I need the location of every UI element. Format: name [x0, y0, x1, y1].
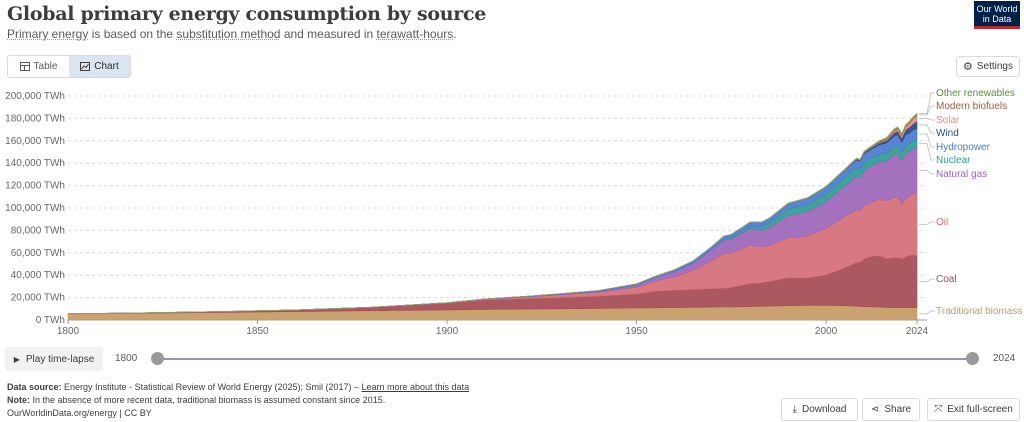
legend-label: Modern biofuels [936, 101, 1007, 112]
legend-label: Wind [936, 128, 959, 139]
primary-energy-link[interactable]: Primary energy [7, 27, 89, 41]
x-tick-label: 2000 [815, 326, 838, 337]
settings-button[interactable]: ⚙ Settings [955, 56, 1020, 77]
note-text: In the absence of more recent data, trad… [30, 395, 386, 405]
exit-fullscreen-icon: ⤧ [934, 404, 943, 415]
legend-connector [919, 310, 935, 315]
legend-connector [919, 278, 935, 282]
chart-footer: Data source: Energy Institute - Statisti… [7, 381, 469, 420]
start-handle[interactable] [151, 352, 164, 365]
legend-label: Coal [936, 274, 957, 285]
legend-connector [919, 143, 935, 161]
y-tick-label: 60,000 TWh [11, 248, 65, 259]
view-tabs: Table Chart [7, 55, 131, 78]
y-tick-label: 20,000 TWh [11, 293, 65, 304]
note: Note: In the absence of more recent data… [7, 394, 469, 407]
chart-subtitle: Primary energy is based on the substitut… [7, 27, 457, 41]
area-other-renewables [67, 112, 918, 314]
end-handle[interactable] [966, 352, 979, 365]
legend-label: Nuclear [936, 155, 971, 166]
tab-label: Table [33, 61, 58, 72]
data-source: Data source: Energy Institute - Statisti… [7, 381, 469, 394]
share-icon: ⋖ [870, 404, 880, 415]
x-tick-label: 2024 [906, 326, 929, 337]
x-tick-label: 1800 [57, 326, 80, 337]
legend-label: Solar [936, 115, 960, 126]
chart-title: Global primary energy consumption by sou… [7, 3, 487, 25]
table-icon [19, 62, 30, 71]
legend-label: Oil [936, 217, 948, 228]
tab-table[interactable]: Table [8, 56, 69, 77]
timeline-controls: ▶ Play time-lapse 1800 2024 [5, 347, 1019, 371]
play-timelapse-button[interactable]: ▶ Play time-lapse [5, 347, 103, 371]
substitution-method-link[interactable]: substitution method [176, 27, 281, 41]
start-year-label: 1800 [115, 353, 138, 364]
tab-label: Chart [94, 61, 119, 72]
x-tick-label: 1900 [436, 326, 459, 337]
y-tick-label: 100,000 TWh [5, 203, 65, 214]
legend-connector [919, 124, 935, 134]
legend-label: Natural gas [936, 169, 987, 180]
y-tick-label: 200,000 TWh [5, 91, 65, 102]
legend-label: Traditional biomass [936, 306, 1022, 317]
chart-icon [80, 62, 91, 71]
learn-more-link[interactable]: Learn more about this data [361, 382, 470, 392]
credit-link[interactable]: OurWorldinData.org/energy | CC BY [7, 408, 152, 418]
y-tick-label: 120,000 TWh [5, 181, 65, 192]
end-year-label: 2024 [993, 353, 1016, 364]
download-label: Download [801, 404, 847, 415]
source-text: Energy Institute - Statistical Review of… [61, 382, 362, 392]
play-label: Play time-lapse [25, 353, 95, 365]
owid-logo[interactable]: Our World in Data [974, 1, 1020, 29]
share-label: Share [884, 404, 912, 415]
note-label: Note: [7, 395, 30, 405]
subtitle-text: is based on the [88, 27, 177, 41]
fullscreen-label: Exit full-screen [947, 404, 1013, 415]
legend-connector [919, 221, 935, 225]
x-tick-label: 1950 [625, 326, 648, 337]
legend-label: Other renewables [936, 88, 1015, 99]
legend-connector [919, 105, 935, 116]
legend-connector [919, 170, 935, 175]
download-button[interactable]: ⤓ Download [781, 398, 858, 421]
y-tick-label: 0 TWh [36, 315, 65, 326]
download-icon: ⤓ [792, 404, 797, 415]
share-button[interactable]: ⋖ Share [862, 398, 920, 421]
terawatt-hours-link[interactable]: terawatt-hours [376, 27, 454, 41]
legend-connector [919, 133, 935, 148]
legend-label: Hydropower [936, 142, 991, 153]
gear-icon: ⚙ [962, 61, 973, 73]
y-tick-label: 140,000 TWh [5, 158, 65, 169]
settings-label: Settings [976, 61, 1013, 72]
source-label: Data source: [7, 382, 62, 392]
legend-connector [919, 92, 935, 115]
y-tick-label: 80,000 TWh [11, 225, 65, 236]
timeline-track[interactable] [157, 358, 974, 360]
subtitle-text: . [453, 27, 457, 41]
x-tick-label: 1850 [246, 326, 269, 337]
tab-chart[interactable]: Chart [69, 56, 130, 77]
y-tick-label: 180,000 TWh [5, 113, 65, 124]
legend-connector [919, 118, 935, 121]
stacked-area-chart: 0 TWh 20,000 TWh 40,000 TWh 60,000 TWh 80,00… [5, 88, 1022, 337]
logo-line: Our World [976, 4, 1018, 14]
y-tick-label: 40,000 TWh [11, 270, 65, 281]
y-tick-label: 160,000 TWh [5, 136, 65, 147]
logo-line: in Data [982, 14, 1012, 24]
play-icon: ▶ [13, 354, 20, 364]
subtitle-text: and measured in [280, 27, 377, 41]
exit-fullscreen-button[interactable]: ⤧ Exit full-screen [927, 398, 1020, 421]
